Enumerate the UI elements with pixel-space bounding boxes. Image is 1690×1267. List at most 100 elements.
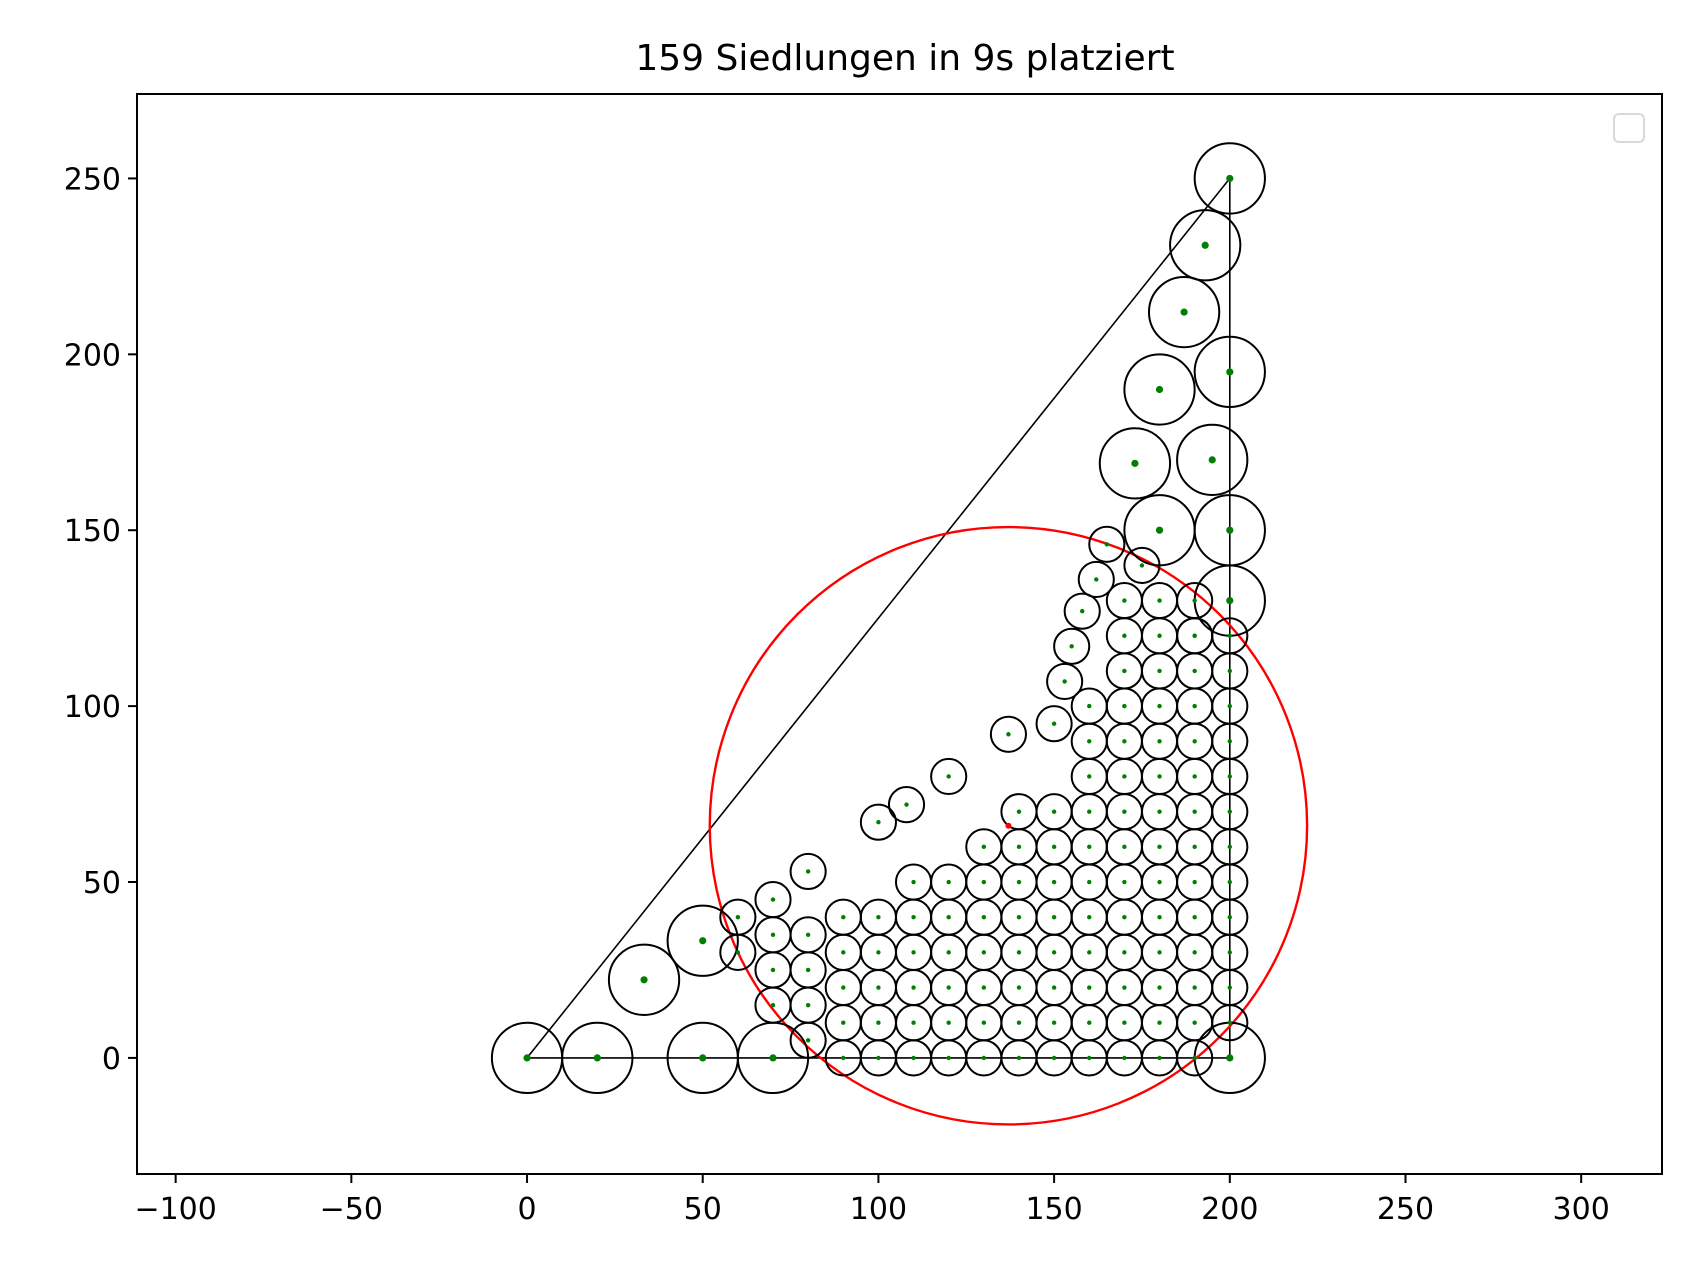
settlement-circle	[789, 852, 827, 891]
settlement-point	[981, 1020, 987, 1025]
settlement-point	[805, 932, 811, 937]
settlement-point	[904, 802, 909, 807]
enclosing-circle	[708, 525, 1309, 1126]
y-tick-label: 250	[64, 162, 121, 197]
settlement-point	[1122, 950, 1127, 955]
x-tick-label: 200	[1201, 1192, 1258, 1227]
settlement-point	[981, 985, 987, 990]
settlement-point	[1051, 844, 1057, 850]
settlement-point	[1087, 1020, 1092, 1025]
settlement-circle	[736, 1021, 810, 1095]
settlement-point	[770, 932, 776, 937]
settlement-point	[1122, 633, 1127, 638]
settlement-point	[770, 967, 776, 973]
settlement-point	[1016, 844, 1022, 850]
settlement-point	[1051, 985, 1057, 990]
settlement-point	[1192, 703, 1197, 709]
settlement-point	[805, 967, 811, 973]
settlement-point	[1226, 174, 1234, 183]
settlement-point	[946, 985, 951, 990]
settlement-point	[1051, 1055, 1057, 1061]
settlement-point	[1051, 809, 1057, 814]
settlement-point	[1016, 914, 1022, 920]
settlement-point	[1122, 1020, 1127, 1025]
settlement-circle	[1046, 662, 1084, 701]
settlement-point	[1087, 950, 1092, 955]
settlement-point	[1157, 879, 1162, 885]
y-tick-label: 100	[64, 690, 121, 725]
settlement-point	[1227, 633, 1232, 638]
settlement-point	[1192, 985, 1197, 990]
settlement-point	[946, 774, 951, 779]
settlement-point	[1227, 668, 1232, 674]
settlement-point	[1208, 456, 1216, 464]
settlement-point	[911, 879, 916, 885]
settlement-point	[1087, 879, 1092, 885]
settlement-point	[1122, 985, 1127, 990]
settlement-point	[1201, 241, 1209, 249]
settlement-point	[1226, 368, 1234, 376]
settlement-point	[876, 950, 881, 955]
x-tick-label: −100	[134, 1192, 216, 1227]
settlement-circle	[930, 757, 968, 796]
settlement-circle	[1035, 705, 1073, 743]
settlement-point	[1016, 809, 1022, 814]
settlement-point	[1016, 879, 1022, 885]
settlement-circle	[1147, 275, 1221, 349]
settlement-point	[1016, 950, 1022, 955]
plot-frame	[136, 93, 1663, 1175]
settlement-point	[911, 1055, 916, 1061]
y-tick-label: 150	[64, 514, 121, 549]
settlement-point	[1192, 914, 1197, 920]
settlement-circle	[607, 943, 681, 1016]
settlement-point	[1087, 774, 1092, 779]
settlement-point	[981, 879, 987, 885]
settlement-circle	[561, 1021, 634, 1095]
settlement-point	[1157, 1055, 1162, 1061]
settlement-circle	[1169, 209, 1242, 282]
settlement-point	[841, 950, 846, 955]
settlement-circle	[666, 904, 739, 977]
settlement-point	[1051, 721, 1057, 726]
settlement-point	[1122, 739, 1127, 744]
settlement-circle	[789, 916, 827, 954]
settlement-point	[876, 985, 881, 990]
settlement-point	[1157, 809, 1162, 814]
settlement-point	[805, 1038, 811, 1043]
settlement-point	[1227, 1020, 1232, 1025]
settlement-point	[1192, 739, 1197, 744]
settlement-point	[1122, 1055, 1127, 1061]
settlement-point	[1192, 950, 1197, 955]
settlement-point	[911, 985, 916, 990]
settlement-point	[1006, 732, 1011, 737]
settlement-point	[1122, 703, 1127, 709]
settlement-point	[1051, 914, 1057, 920]
settlement-point	[699, 937, 707, 945]
chart-title: 159 Siedlungen in 9s platziert	[635, 38, 1174, 79]
settlement-point	[1157, 914, 1162, 920]
settlement-point	[1227, 844, 1232, 850]
settlement-circle	[1053, 627, 1091, 665]
settlement-point	[911, 950, 916, 955]
settlement-point	[946, 1055, 951, 1061]
settlement-point	[1157, 703, 1162, 709]
x-tick-label: 150	[1025, 1192, 1082, 1227]
settlement-point	[1226, 596, 1234, 605]
y-tick-label: 50	[83, 866, 121, 901]
settlement-point	[1157, 668, 1162, 674]
y-tick-label: 200	[64, 338, 121, 373]
settlement-point	[1157, 598, 1162, 603]
settlement-point	[1016, 1020, 1022, 1025]
settlement-point	[841, 985, 846, 990]
settlement-point	[1157, 950, 1162, 955]
settlement-circle	[989, 715, 1027, 753]
y-axis: 0 50 100 150 200 250	[64, 162, 137, 1077]
y-tick-label: 0	[102, 1042, 121, 1077]
settlement-point	[1122, 879, 1127, 885]
settlement-point	[1122, 598, 1127, 603]
x-axis: −100 −50 0 50 100 150 200 250 300	[134, 1174, 1610, 1227]
settlement-point	[640, 976, 648, 984]
settlement-point	[1227, 950, 1232, 955]
